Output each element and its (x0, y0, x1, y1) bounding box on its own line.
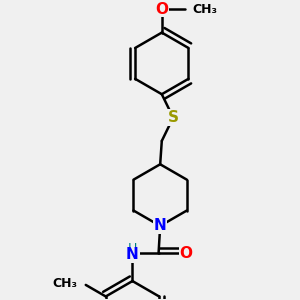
Text: CH₃: CH₃ (52, 277, 77, 290)
Text: O: O (180, 246, 193, 261)
Text: S: S (168, 110, 178, 125)
Text: CH₃: CH₃ (193, 3, 217, 16)
Text: N: N (126, 248, 139, 262)
Text: O: O (155, 2, 168, 17)
Text: H: H (128, 242, 137, 255)
Text: N: N (154, 218, 167, 233)
